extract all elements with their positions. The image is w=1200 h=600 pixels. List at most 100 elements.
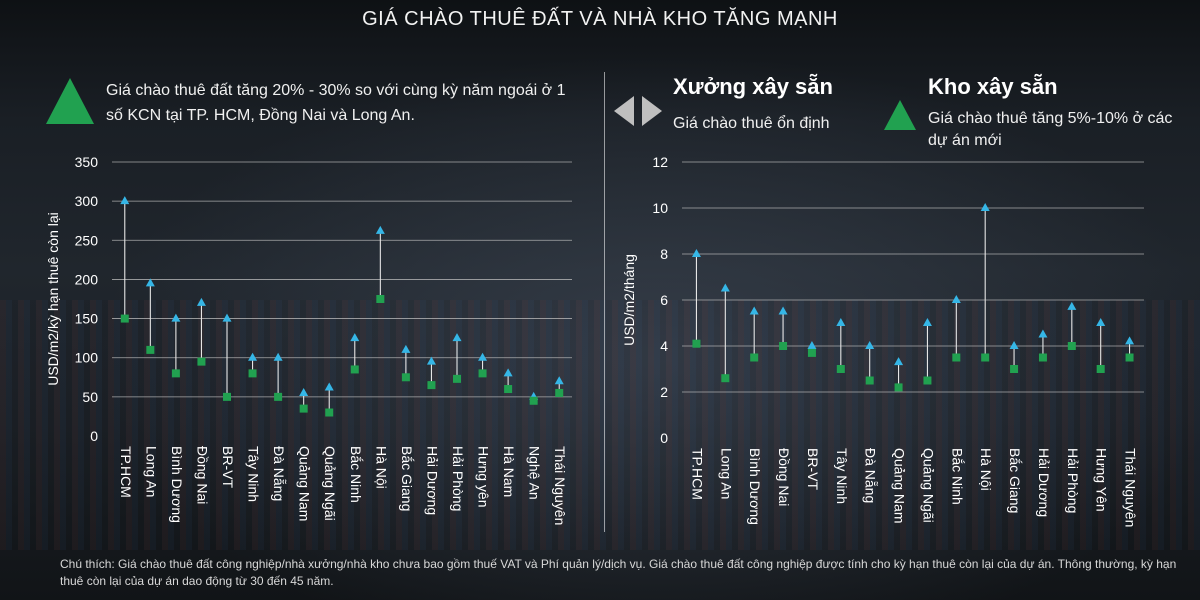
factory-subtitle: Giá chào thuê ổn định: [673, 115, 830, 132]
high-marker: [1125, 336, 1135, 345]
x-tick-label: Bắc Ninh: [348, 446, 364, 503]
low-marker: [981, 353, 990, 362]
high-marker: [865, 341, 875, 349]
x-tick-label: Bắc Ninh: [949, 448, 965, 505]
x-tick-label: Tây Ninh: [834, 448, 850, 504]
high-marker: [375, 225, 385, 234]
x-tick-label: Tây Ninh: [246, 446, 262, 502]
low-marker: [427, 381, 436, 390]
low-marker: [1010, 365, 1019, 373]
high-marker: [922, 318, 932, 326]
y-tick-label: 300: [75, 193, 99, 209]
background-port-image: [0, 300, 1200, 550]
warehouse-subtitle: Giá chào thuê tăng 5%-10% ở các dự án mớ…: [928, 110, 1173, 149]
y-tick-label: 50: [82, 389, 98, 405]
low-marker: [865, 376, 874, 385]
x-tick-label: Đồng Nai: [776, 448, 792, 506]
x-tick-label: Hưng yên: [476, 446, 492, 508]
x-tick-label: Đồng Nai: [194, 446, 210, 504]
low-marker: [1125, 353, 1134, 362]
low-marker: [171, 369, 180, 378]
x-tick-label: Long An: [143, 446, 159, 497]
warehouse-price-chart: USD/m2/tháng 0 2 4 6 8 10 12 TP.HCM Long An Bình D…: [621, 154, 1144, 527]
x-tick-label: Hải Dương: [424, 446, 440, 515]
high-marker: [478, 352, 488, 361]
low-marker: [555, 388, 564, 397]
low-marker: [923, 376, 932, 385]
low-marker: [146, 345, 155, 354]
x-tick-label: Thái Nguyên: [1123, 448, 1139, 527]
x-tick-label: Đà Nẵng: [863, 448, 879, 503]
y-axis-label: USD/m2/tháng: [621, 254, 637, 346]
low-marker: [401, 373, 410, 382]
x-tick-label: Hà Nam: [501, 446, 517, 497]
up-arrow-icon: [884, 100, 916, 130]
high-marker: [452, 333, 462, 342]
x-tick-label: Quảng Nam: [297, 446, 313, 521]
footnote: Chú thích: Giá chào thuê đất công nghiệp…: [60, 557, 1177, 588]
warehouse-title: Kho xây sẵn: [928, 74, 1058, 99]
low-marker: [952, 353, 961, 362]
x-tick-label: Hải Phòng: [450, 446, 466, 511]
x-tick-label: Bình Dương: [747, 448, 763, 525]
high-marker: [1096, 318, 1106, 326]
y-tick-label: 6: [660, 292, 668, 308]
low-marker: [376, 295, 385, 303]
high-marker: [1038, 329, 1048, 338]
low-marker: [692, 339, 701, 348]
x-tick-label: TP.HCM: [689, 448, 705, 500]
low-marker: [453, 374, 461, 383]
low-marker: [779, 342, 788, 350]
high-marker: [426, 356, 436, 365]
x-tick-label: Hà Nội: [373, 446, 389, 489]
high-marker: [248, 352, 258, 361]
x-tick-label: Hải Phòng: [1065, 448, 1081, 513]
high-marker: [222, 313, 232, 322]
y-tick-label: 10: [652, 200, 668, 216]
low-marker: [299, 404, 308, 413]
x-tick-label: Bình Dương: [169, 446, 185, 523]
x-tick-label: Hà Nội: [978, 448, 994, 491]
high-marker: [749, 306, 759, 315]
high-marker: [894, 357, 904, 366]
x-tick-label: BR-VT: [805, 448, 821, 490]
x-tick-label: BR-VT: [220, 446, 236, 488]
x-tick-label: Thái Nguyên: [552, 446, 568, 525]
high-marker: [778, 306, 788, 315]
y-tick-label: 200: [75, 271, 99, 287]
high-marker: [691, 249, 701, 257]
low-marker: [274, 392, 283, 401]
high-marker: [196, 297, 206, 306]
y-tick-label: 2: [660, 384, 668, 400]
x-tick-label: Quảng Ngãi: [920, 448, 936, 523]
low-marker: [248, 369, 257, 378]
high-marker: [171, 313, 181, 322]
low-marker: [894, 383, 903, 392]
y-tick-label: 12: [652, 154, 668, 170]
y-tick-label: 0: [90, 428, 98, 444]
x-tick-label: Hải Dương: [1036, 448, 1052, 517]
high-marker: [145, 278, 155, 287]
low-marker: [1067, 342, 1076, 350]
y-tick-label: 350: [75, 154, 99, 170]
x-tick-label: Quảng Ngãi: [322, 446, 338, 521]
land-price-chart: USD/m2/kỳ hạn thuê còn lại 0 50 100 150 200 25…: [45, 154, 572, 525]
high-marker: [299, 387, 309, 396]
x-tick-label: Quảng Nam: [892, 448, 908, 523]
low-marker: [120, 314, 129, 323]
high-marker: [324, 382, 334, 391]
y-tick-label: 8: [660, 246, 668, 262]
low-marker: [223, 392, 231, 401]
y-tick-label: 250: [75, 232, 99, 248]
x-tick-label: Bắc Giang: [1007, 448, 1023, 513]
high-marker: [554, 376, 564, 385]
high-marker: [273, 352, 283, 361]
low-marker: [325, 408, 334, 417]
y-tick-label: 100: [75, 350, 99, 366]
high-marker: [980, 203, 990, 211]
high-marker: [120, 196, 130, 205]
high-marker: [836, 318, 846, 326]
high-marker: [401, 344, 411, 353]
land-price-annotation: Giá chào thuê đất tăng 20% - 30% so với …: [106, 82, 566, 124]
panel-divider: [604, 72, 605, 532]
